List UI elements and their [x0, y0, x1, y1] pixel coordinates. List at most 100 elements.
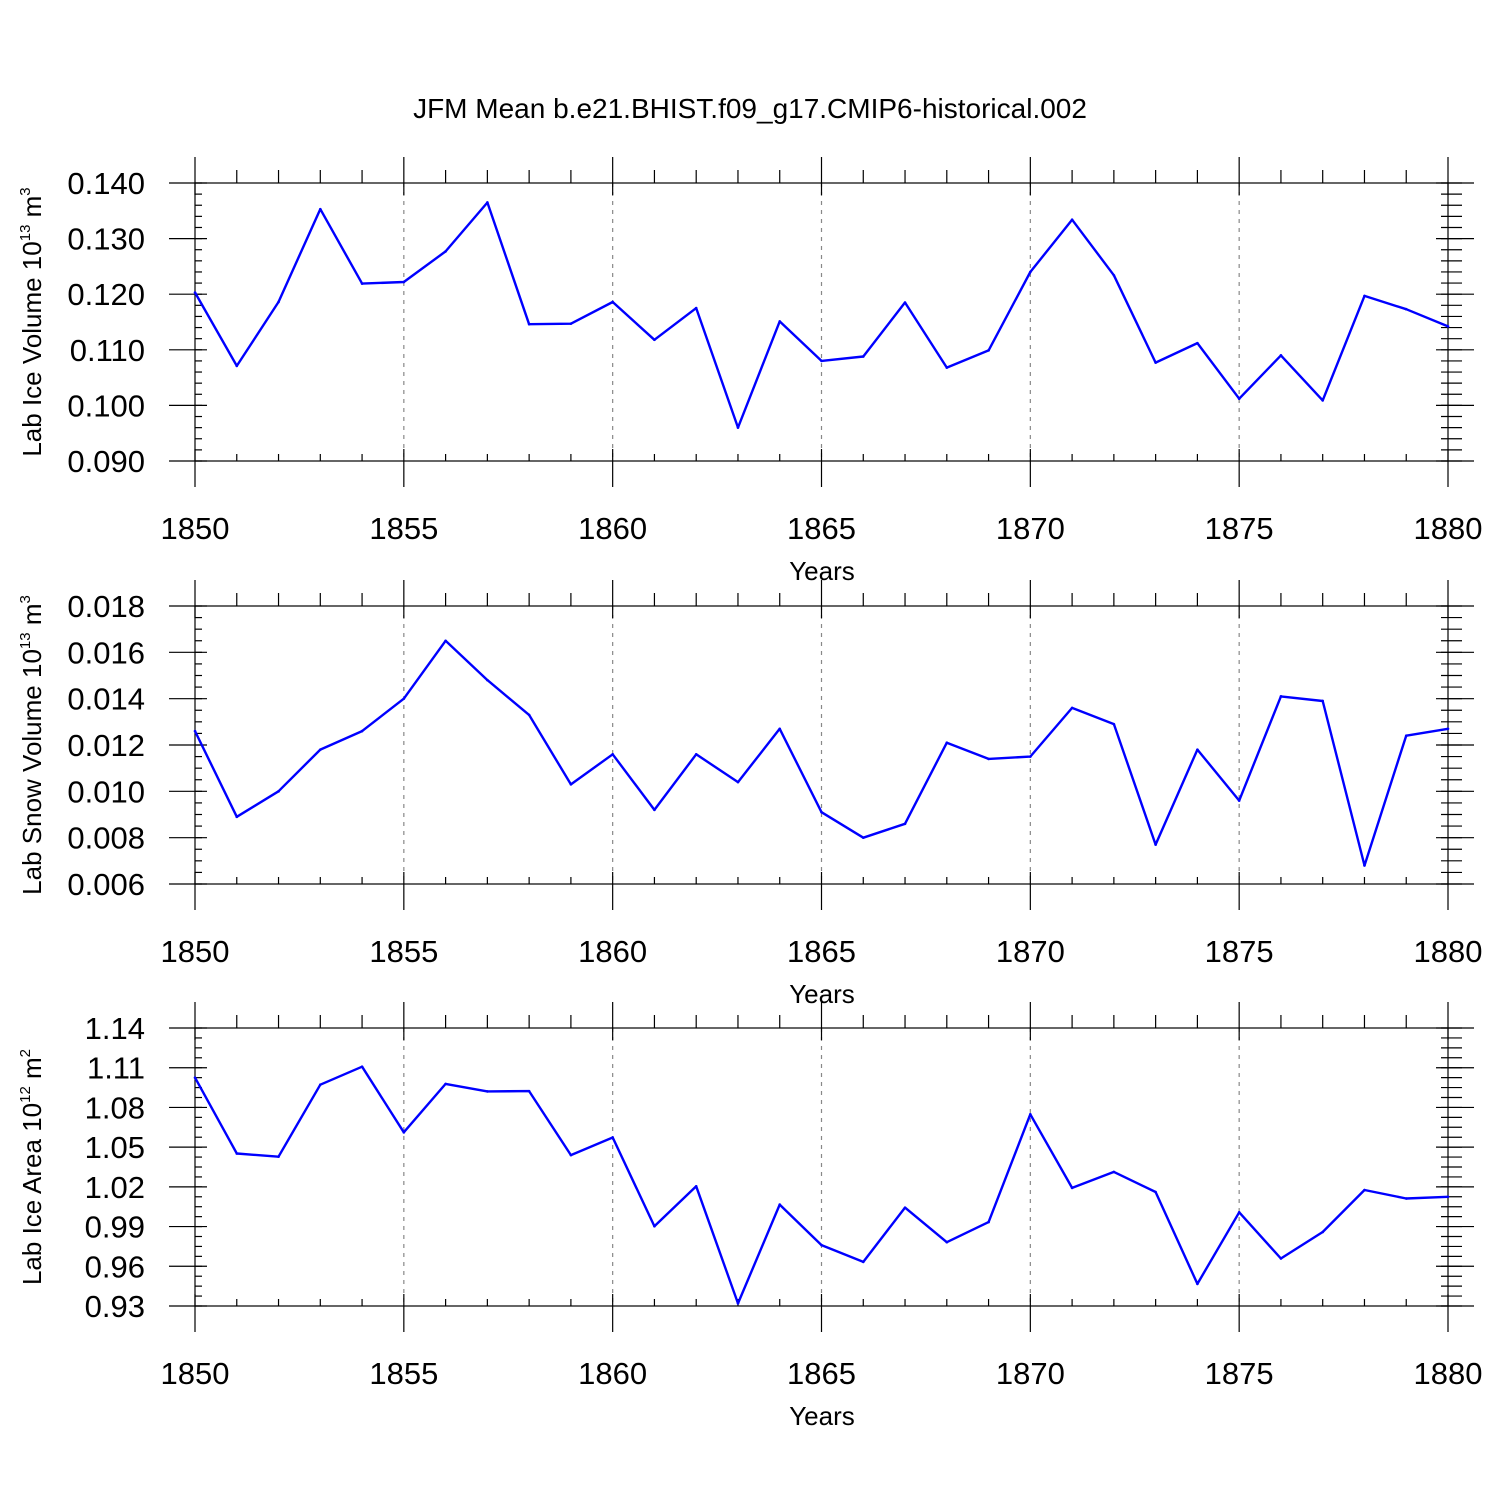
y-tick-label: 0.99 [85, 1210, 145, 1245]
data-point [486, 678, 489, 682]
data-point [319, 1083, 322, 1086]
data-point [193, 729, 197, 733]
data-point [1196, 341, 1199, 345]
y-axis-title-part: Lab Ice Area 10 [17, 1103, 47, 1285]
data-point [820, 1243, 823, 1247]
data-point [1321, 699, 1324, 703]
x-tick-label: 1850 [161, 934, 230, 969]
data-point [1154, 361, 1157, 364]
x-tick-label: 1850 [161, 1356, 230, 1391]
data-point [861, 355, 865, 358]
data-point [778, 727, 782, 731]
y-axis-title: Lab Snow Volume 1013 m3 [17, 595, 47, 895]
data-point [987, 349, 990, 352]
data-point [277, 300, 280, 304]
y-tick-label: 1.08 [85, 1090, 145, 1125]
y-tick-label: 0.120 [67, 277, 145, 312]
data-point [1070, 1186, 1074, 1190]
y-axis-title-part: Lab Ice Volume 10 [17, 241, 47, 456]
plot-frame [194, 1027, 1449, 1307]
data-point [694, 1185, 698, 1188]
data-point [1029, 755, 1032, 758]
data-point [736, 426, 740, 429]
data-point [903, 1206, 907, 1209]
data-point [235, 1152, 239, 1155]
data-point [778, 1203, 782, 1206]
y-axis-title-part: m [17, 1057, 47, 1086]
data-point [736, 780, 740, 784]
y-axis-title-part: m [17, 196, 47, 225]
data-point [1237, 397, 1241, 401]
data-point [1404, 1197, 1408, 1200]
data-point [360, 282, 364, 285]
data-point [193, 291, 197, 294]
data-point [235, 815, 239, 819]
data-point [945, 741, 949, 744]
data-point [1154, 1190, 1157, 1194]
data-point [1321, 1230, 1324, 1234]
data-point [360, 1065, 364, 1068]
data-point [1446, 727, 1450, 731]
data-point [653, 1225, 656, 1228]
x-tick-label: 1865 [787, 1356, 856, 1391]
data-point [1237, 799, 1241, 802]
data-point [569, 322, 573, 325]
x-tick-label: 1880 [1414, 511, 1483, 546]
data-point [611, 752, 614, 756]
data-point [360, 729, 364, 733]
y-tick-label: 0.010 [67, 774, 145, 809]
y-tick-label: 0.016 [67, 635, 145, 670]
panel-3: 0.93 0.96 0.99 1.02 1.05 1.08 1.11 1.14 1850 1855… [17, 1002, 1482, 1431]
data-point [527, 322, 531, 326]
data-point [1363, 864, 1366, 867]
data-point [402, 697, 406, 700]
x-tick-label: 1870 [996, 511, 1065, 546]
data-point [527, 713, 531, 717]
data-point [1196, 748, 1199, 751]
y-axis-title: Lab Ice Volume 1013 m3 [17, 187, 47, 456]
y-axis-title-superscript: 13 [17, 632, 34, 649]
data-point [694, 306, 698, 310]
x-tick-label: 1855 [369, 934, 438, 969]
data-point [486, 201, 489, 204]
y-tick-label: 0.014 [67, 682, 145, 717]
y-tick-label: 0.140 [67, 166, 145, 201]
x-tick-label: 1860 [578, 1356, 647, 1391]
plot-frame [194, 605, 1449, 885]
x-tick-label: 1855 [369, 511, 438, 546]
data-point [861, 1260, 865, 1264]
x-tick-label: 1860 [578, 511, 647, 546]
chart-title: JFM Mean b.e21.BHIST.f09_g17.CMIP6-histo… [413, 93, 1087, 124]
data-point [1446, 1195, 1450, 1199]
data-point [820, 810, 823, 814]
data-point [486, 1090, 489, 1093]
data-point [1321, 399, 1324, 402]
data-point [611, 1136, 614, 1139]
data-point [1279, 695, 1283, 698]
data-point [444, 1082, 447, 1086]
y-tick-label: 1.11 [87, 1051, 145, 1086]
data-point [945, 366, 949, 369]
y-tick-label: 0.018 [67, 589, 145, 624]
data-point [1446, 325, 1450, 328]
y-tick-label: 0.090 [67, 444, 145, 479]
data-point [444, 250, 447, 253]
data-point [1070, 218, 1074, 221]
y-tick-label: 0.012 [67, 728, 145, 763]
x-tick-label: 1855 [369, 1356, 438, 1391]
data-point [1154, 843, 1157, 846]
x-tick-label: 1880 [1414, 934, 1483, 969]
x-tick-label: 1875 [1205, 1356, 1274, 1391]
data-point [653, 338, 656, 342]
data-point [1029, 1113, 1032, 1116]
data-point [444, 639, 447, 643]
y-axis-title: Lab Ice Area 1012 m2 [17, 1049, 47, 1285]
x-tick-label: 1870 [996, 934, 1065, 969]
data-point [1196, 1282, 1199, 1286]
data-point [987, 757, 990, 761]
y-axis-title-superscript: 3 [17, 187, 34, 195]
data-point [1070, 706, 1074, 710]
data-point [903, 301, 907, 304]
data-point [778, 320, 782, 323]
data-point [1363, 1188, 1366, 1192]
